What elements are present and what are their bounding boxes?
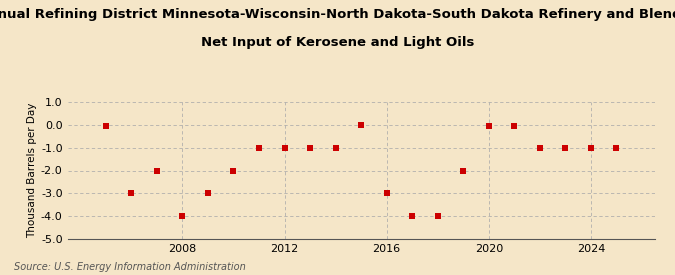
Point bbox=[560, 145, 571, 150]
Point bbox=[407, 214, 418, 219]
Point bbox=[458, 168, 468, 173]
Y-axis label: Thousand Barrels per Day: Thousand Barrels per Day bbox=[27, 103, 36, 238]
Text: Annual Refining District Minnesota-Wisconsin-North Dakota-South Dakota Refinery : Annual Refining District Minnesota-Wisco… bbox=[0, 8, 675, 21]
Point bbox=[585, 145, 596, 150]
Point bbox=[381, 191, 392, 196]
Point bbox=[432, 214, 443, 219]
Point bbox=[611, 145, 622, 150]
Point bbox=[177, 214, 188, 219]
Point bbox=[330, 145, 341, 150]
Point bbox=[279, 145, 290, 150]
Text: Source: U.S. Energy Information Administration: Source: U.S. Energy Information Administ… bbox=[14, 262, 245, 272]
Point bbox=[535, 145, 545, 150]
Point bbox=[356, 122, 367, 127]
Point bbox=[483, 124, 494, 128]
Point bbox=[126, 191, 137, 196]
Point bbox=[509, 124, 520, 128]
Text: Net Input of Kerosene and Light Oils: Net Input of Kerosene and Light Oils bbox=[201, 36, 474, 49]
Point bbox=[228, 168, 239, 173]
Point bbox=[202, 191, 213, 196]
Point bbox=[304, 145, 315, 150]
Point bbox=[151, 168, 162, 173]
Point bbox=[254, 145, 265, 150]
Point bbox=[101, 124, 111, 128]
